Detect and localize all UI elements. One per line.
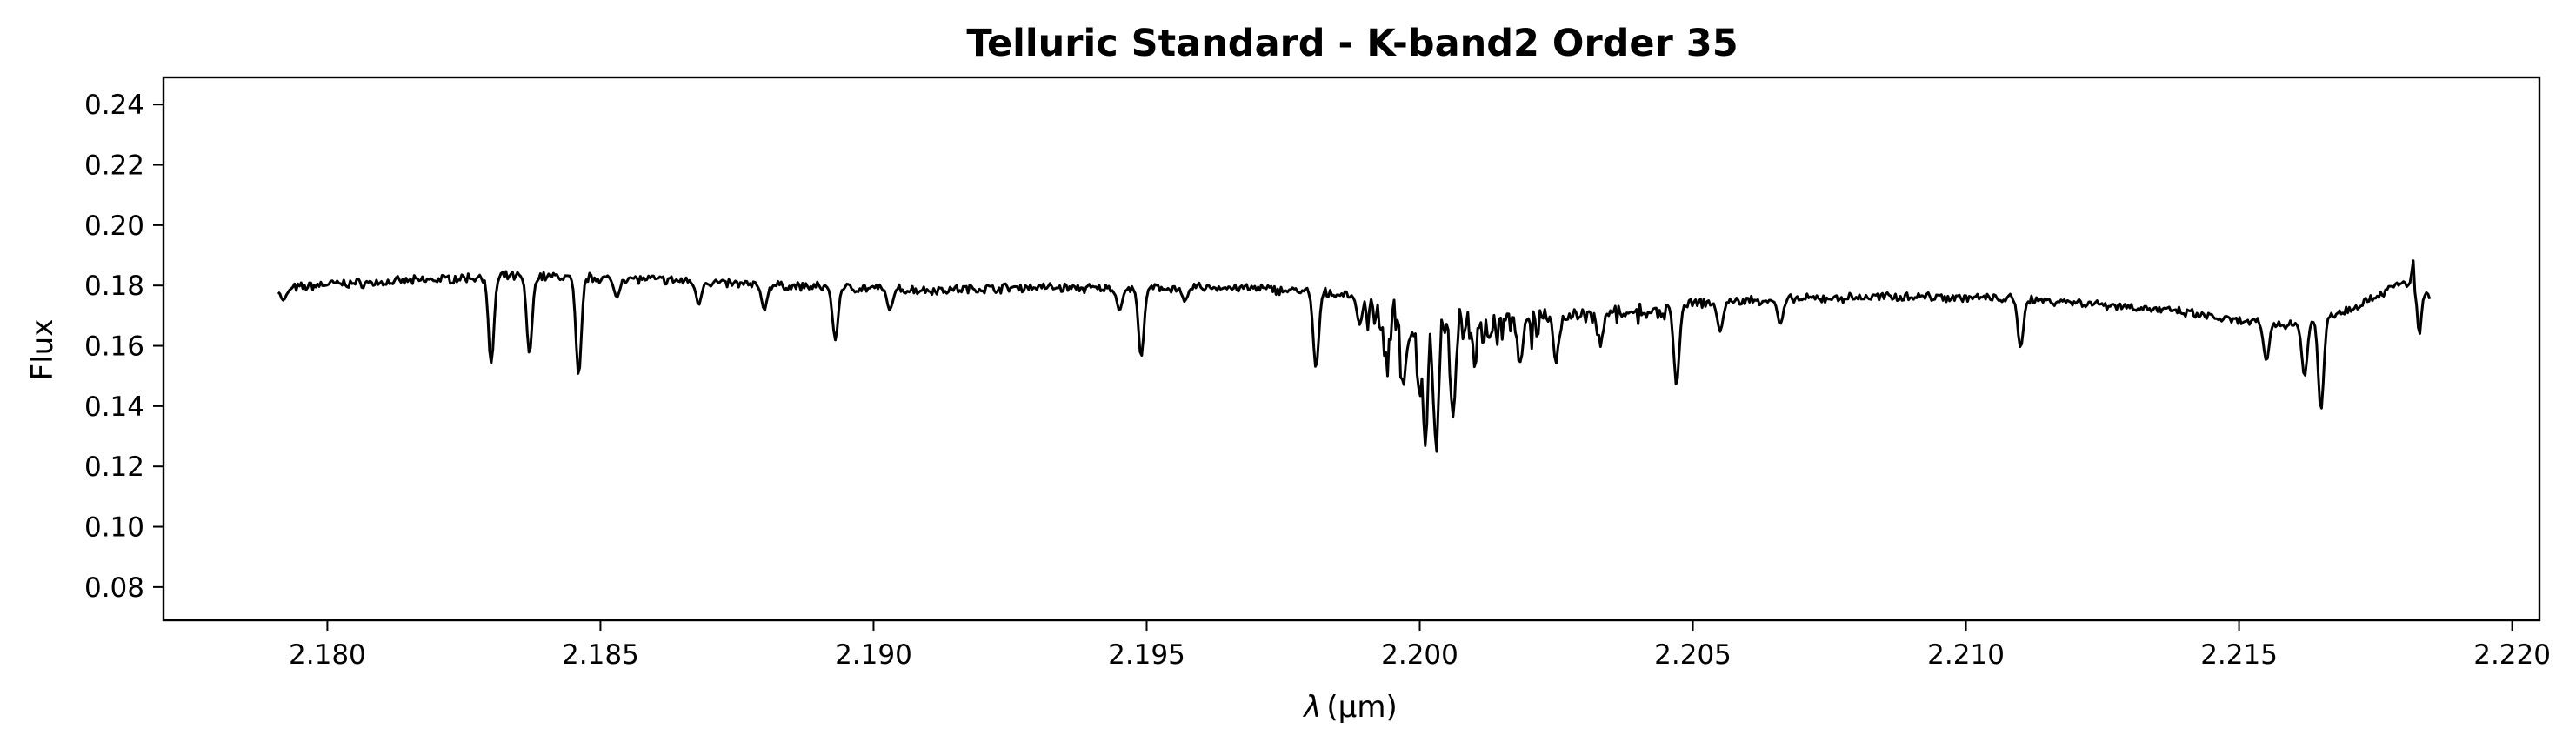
axes-frame: [162, 76, 2541, 622]
y-axis: 0.08 0.10 0.12 0.14 0.16 0.18 0.20 0.22 0.24: [84, 90, 164, 604]
chart-title: Telluric Standard - K-band2 Order 35: [966, 22, 1738, 65]
x-axis-label-symbol: λ: [1302, 690, 1321, 725]
x-tick-label: 2.185: [562, 639, 639, 671]
y-tick-label: 0.20: [84, 211, 144, 242]
y-tick-label: 0.24: [84, 90, 144, 121]
x-axis: 2.180 2.185 2.190 2.195 2.200 2.205 2.210 2.215…: [289, 620, 2551, 671]
x-tick-label: 2.215: [2200, 639, 2278, 671]
x-axis-label-unit: (μm): [1326, 690, 1397, 725]
y-tick-label: 0.14: [84, 391, 144, 423]
x-tick-label: 2.205: [1654, 639, 1732, 671]
y-tick-label: 0.10: [84, 512, 144, 544]
y-tick-label: 0.12: [84, 451, 144, 483]
series-line-flux: [277, 259, 2432, 453]
x-tick-label: 2.180: [289, 639, 366, 671]
y-axis-label: Flux: [25, 319, 60, 381]
x-tick-label: 2.220: [2473, 639, 2551, 671]
plot-area: [162, 76, 2541, 622]
y-tick-label: 0.16: [84, 331, 144, 363]
y-tick-label: 0.18: [84, 271, 144, 302]
x-tick-label: 2.190: [835, 639, 912, 671]
x-tick-label: 2.200: [1381, 639, 1458, 671]
y-tick-label: 0.22: [84, 150, 144, 182]
x-axis-label: λ (μm): [1302, 690, 1397, 725]
x-tick-label: 2.195: [1108, 639, 1185, 671]
y-tick-label: 0.08: [84, 572, 144, 604]
x-tick-label: 2.210: [1927, 639, 2005, 671]
